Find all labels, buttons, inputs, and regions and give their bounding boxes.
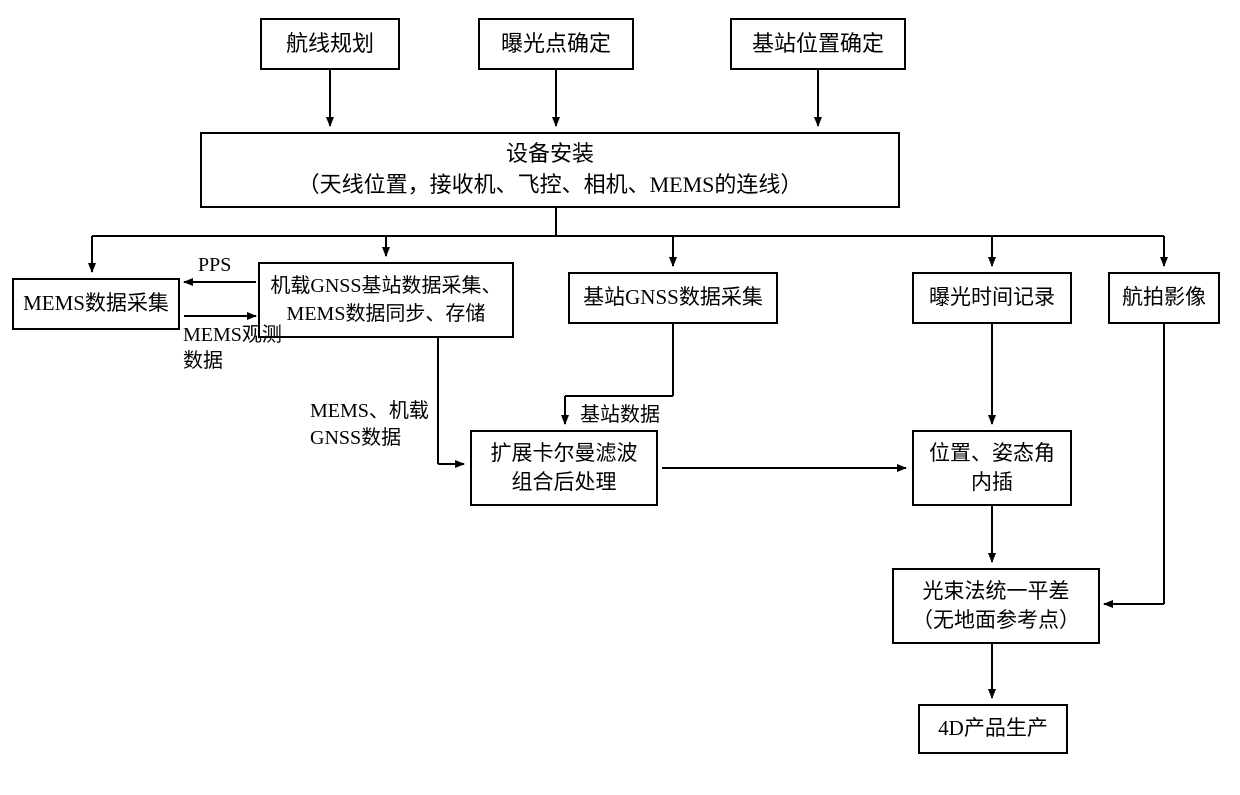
node-label-line2: 组合后处理 [491,468,638,497]
node-label-line2: （无地面参考点） [912,606,1080,635]
edge-label-mems-obs-b: 数据 [183,348,223,374]
node-label: 航线规划 [286,29,374,60]
edge-label-mems-gnss-b: GNSS数据 [310,425,401,451]
node-airborne-gnss-mems: 机载GNSS基站数据采集、 MEMS数据同步、存储 [258,262,514,338]
node-bundle-adjustment: 光束法统一平差 （无地面参考点） [892,568,1100,644]
edge-label-base-data: 基站数据 [580,402,660,428]
node-base-gnss-collect: 基站GNSS数据采集 [568,272,778,324]
node-label: 基站位置确定 [752,29,884,60]
node-route-planning: 航线规划 [260,18,400,70]
node-pos-attitude-interp: 位置、姿态角 内插 [912,430,1072,506]
edge-label-pps: PPS [198,252,231,278]
node-4d-product: 4D产品生产 [918,704,1068,754]
node-equipment-install: 设备安装 （天线位置，接收机、飞控、相机、MEMS的连线） [200,132,900,208]
node-label-line1: 机载GNSS基站数据采集、 [270,272,501,300]
node-label: 基站GNSS数据采集 [583,283,763,312]
node-label-line1: 设备安装 [298,139,803,170]
node-mems-data-collect: MEMS数据采集 [12,278,180,330]
edge-label-mems-obs-a: MEMS观测 [183,322,282,348]
node-label: 航拍影像 [1122,283,1206,312]
node-label-line2: 内插 [929,468,1055,497]
connector-layer [0,0,1240,795]
node-label: 曝光点确定 [501,29,611,60]
node-label-line1: 扩展卡尔曼滤波 [491,439,638,468]
node-ekf-postprocess: 扩展卡尔曼滤波 组合后处理 [470,430,658,506]
node-label-line1: 光束法统一平差 [912,577,1080,606]
node-label-line2: MEMS数据同步、存储 [270,300,501,328]
node-label: MEMS数据采集 [23,289,169,318]
node-exposure-time-record: 曝光时间记录 [912,272,1072,324]
node-aerial-image: 航拍影像 [1108,272,1220,324]
node-label: 曝光时间记录 [929,283,1055,312]
node-label-line2: （天线位置，接收机、飞控、相机、MEMS的连线） [298,170,803,201]
node-label-line1: 位置、姿态角 [929,439,1055,468]
edge-label-mems-gnss-a: MEMS、机载 [310,398,429,424]
node-exposure-point: 曝光点确定 [478,18,634,70]
node-label: 4D产品生产 [938,714,1048,743]
node-base-station-pos: 基站位置确定 [730,18,906,70]
